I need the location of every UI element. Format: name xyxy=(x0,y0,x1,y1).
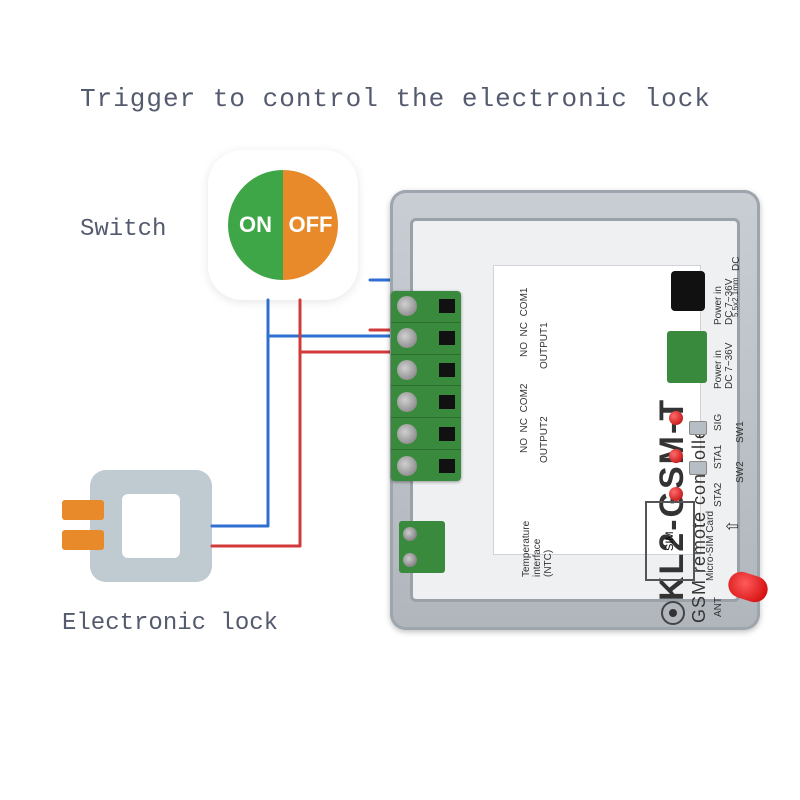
power-in-label-2: Power inDC 7~36V xyxy=(713,343,735,389)
temp-label: Temperatureinterface(NTC) xyxy=(521,521,554,577)
sta1-led xyxy=(669,449,683,463)
dc-terminal[interactable] xyxy=(667,331,707,383)
sim-sub-label: Micro-SIM Card xyxy=(705,511,716,581)
output2-pins: NO NC COM2 xyxy=(519,384,530,453)
output2-label: OUTPUT2 xyxy=(539,416,550,463)
dc-jack[interactable] xyxy=(671,271,705,311)
sw2-button[interactable] xyxy=(689,461,707,475)
ant-label: ANT xyxy=(713,597,724,617)
output1-label: OUTPUT1 xyxy=(539,322,550,369)
sim-arrow-icon: ⇧ xyxy=(723,520,743,533)
switch-label: Switch xyxy=(80,216,166,243)
lock-bolt xyxy=(62,530,104,550)
ant-connector[interactable] xyxy=(661,601,685,625)
sim-slot[interactable]: SIM xyxy=(645,501,695,581)
lock-label: Electronic lock xyxy=(62,610,278,637)
lock-slot xyxy=(122,494,180,558)
switch: ON OFF xyxy=(208,150,358,300)
output1-pins: NO NC COM1 xyxy=(519,288,530,357)
sw2-label: SW2 xyxy=(735,461,746,483)
electronic-lock xyxy=(62,470,212,582)
switch-toggle[interactable]: ON OFF xyxy=(228,170,338,280)
switch-on: ON xyxy=(228,170,283,280)
diagram-title: Trigger to control the electronic lock xyxy=(80,84,711,114)
sta2-label: STA2 xyxy=(713,483,724,507)
dc-label: DC xyxy=(731,257,742,271)
sw1-label: SW1 xyxy=(735,421,746,443)
lock-bolt xyxy=(62,500,104,520)
sta1-label: STA1 xyxy=(713,445,724,469)
sig-led xyxy=(669,411,683,425)
sw1-button[interactable] xyxy=(689,421,707,435)
device-pcb: KL2-GSM-T GSM remote controller NO NC CO… xyxy=(410,218,740,602)
temp-terminal-block[interactable] xyxy=(399,521,445,573)
sig-label: SIG xyxy=(713,414,724,431)
switch-off: OFF xyxy=(283,170,338,280)
output-terminal-block[interactable] xyxy=(391,291,461,481)
jack-spec: 5.5x2.1mm xyxy=(731,277,740,317)
gsm-controller: KL2-GSM-T GSM remote controller NO NC CO… xyxy=(390,190,760,630)
sta2-led xyxy=(669,487,683,501)
